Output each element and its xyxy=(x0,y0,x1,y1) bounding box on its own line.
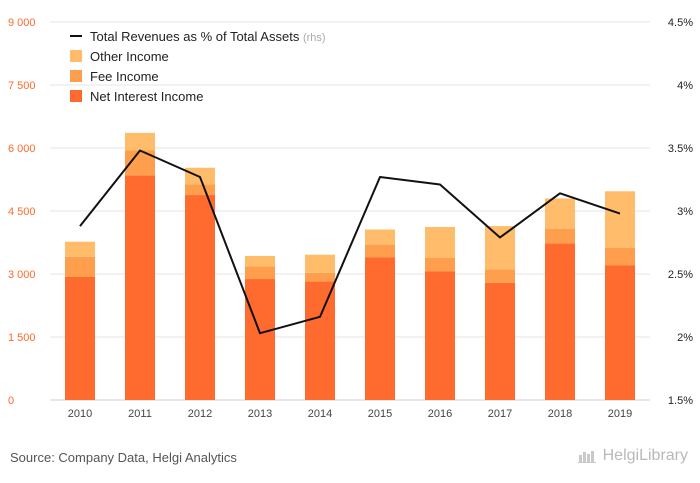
legend-swatch xyxy=(70,70,82,82)
bar-fee-income xyxy=(485,269,515,283)
x-tick-label: 2012 xyxy=(188,408,212,420)
legend-swatch xyxy=(70,50,82,62)
legend-label: Net Interest Income xyxy=(90,89,203,104)
source-note: Source: Company Data, Helgi Analytics xyxy=(10,450,237,465)
left-tick-label: 7 500 xyxy=(8,80,36,92)
right-tick-label: 2% xyxy=(677,332,693,344)
left-tick-label: 6 000 xyxy=(8,143,36,155)
bar-net-interest-income xyxy=(125,175,155,400)
x-tick-label: 2015 xyxy=(368,408,392,420)
x-tick-label: 2014 xyxy=(308,408,332,420)
right-tick-label: 3% xyxy=(677,206,693,218)
bar-net-interest-income xyxy=(425,271,455,400)
bar-other-income xyxy=(305,254,335,273)
right-tick-label: 4.5% xyxy=(668,17,693,29)
legend-label: Total Revenues as % of Total Assets (rhs… xyxy=(90,29,326,44)
legend: Total Revenues as % of Total Assets (rhs… xyxy=(70,29,326,104)
bar-other-income xyxy=(245,255,275,267)
bar-net-interest-income xyxy=(65,276,95,400)
brand-name: HelgiLibrary xyxy=(602,447,688,464)
bar-fee-income xyxy=(185,184,215,196)
x-tick-label: 2011 xyxy=(128,408,152,420)
x-tick-label: 2010 xyxy=(68,408,92,420)
bar-fee-income xyxy=(425,257,455,272)
bar-fee-income xyxy=(245,266,275,280)
left-axis-ticks: 0 1 500 3 000 4 500 6 000 7 500 9 000 xyxy=(8,17,36,407)
bar-fee-income xyxy=(545,228,575,244)
bar-other-income xyxy=(545,198,575,229)
bar-net-interest-income xyxy=(365,257,395,400)
bar-fee-income xyxy=(365,244,395,258)
x-axis-ticks: 2010 2011 2012 2013 2014 2015 2016 2017 2018 2019 xyxy=(68,408,632,420)
bar-net-interest-income xyxy=(185,195,215,400)
legend-swatch xyxy=(70,90,82,102)
x-tick-label: 2016 xyxy=(428,408,452,420)
chart-svg: 0 1 500 3 000 4 500 6 000 7 500 9 000 1.5% 2% 2.… xyxy=(8,17,693,420)
right-tick-label: 2.5% xyxy=(668,269,693,281)
bar-other-income xyxy=(65,241,95,257)
bar-net-interest-income xyxy=(545,243,575,400)
bar-other-income xyxy=(485,226,515,270)
x-tick-label: 2018 xyxy=(548,408,572,420)
bars xyxy=(65,132,635,400)
bar-other-income xyxy=(605,191,635,248)
revenue-ratio-line xyxy=(79,149,621,335)
legend-label: Fee Income xyxy=(90,69,159,84)
bar-fee-income xyxy=(65,256,95,277)
x-tick-label: 2013 xyxy=(248,408,272,420)
right-axis-ticks: 1.5% 2% 2.5% 3% 3.5% 4% 4.5% xyxy=(668,17,693,407)
bar-fee-income xyxy=(605,247,635,266)
line-path xyxy=(79,149,621,335)
bar-other-income xyxy=(425,226,455,258)
bar-fee-income xyxy=(305,272,335,282)
brand-logo: HelgiLibrary xyxy=(577,447,688,465)
library-icon xyxy=(577,451,596,463)
bar-net-interest-income xyxy=(305,281,335,400)
bar-other-income xyxy=(365,229,395,245)
left-tick-label: 3 000 xyxy=(8,269,36,281)
left-tick-label: 4 500 xyxy=(8,206,36,218)
bar-net-interest-income xyxy=(605,265,635,400)
legend-suffix: (rhs) xyxy=(303,32,326,44)
left-tick-label: 0 xyxy=(8,395,14,407)
bar-net-interest-income xyxy=(245,279,275,400)
bar-other-income xyxy=(125,132,155,151)
x-tick-label: 2019 xyxy=(608,408,632,420)
bar-net-interest-income xyxy=(485,282,515,400)
left-tick-label: 9 000 xyxy=(8,17,36,29)
right-tick-label: 1.5% xyxy=(668,395,693,407)
left-tick-label: 1 500 xyxy=(8,332,36,344)
legend-label: Other Income xyxy=(90,49,169,64)
right-tick-label: 3.5% xyxy=(668,143,693,155)
right-tick-label: 4% xyxy=(677,80,693,92)
x-tick-label: 2017 xyxy=(488,408,512,420)
